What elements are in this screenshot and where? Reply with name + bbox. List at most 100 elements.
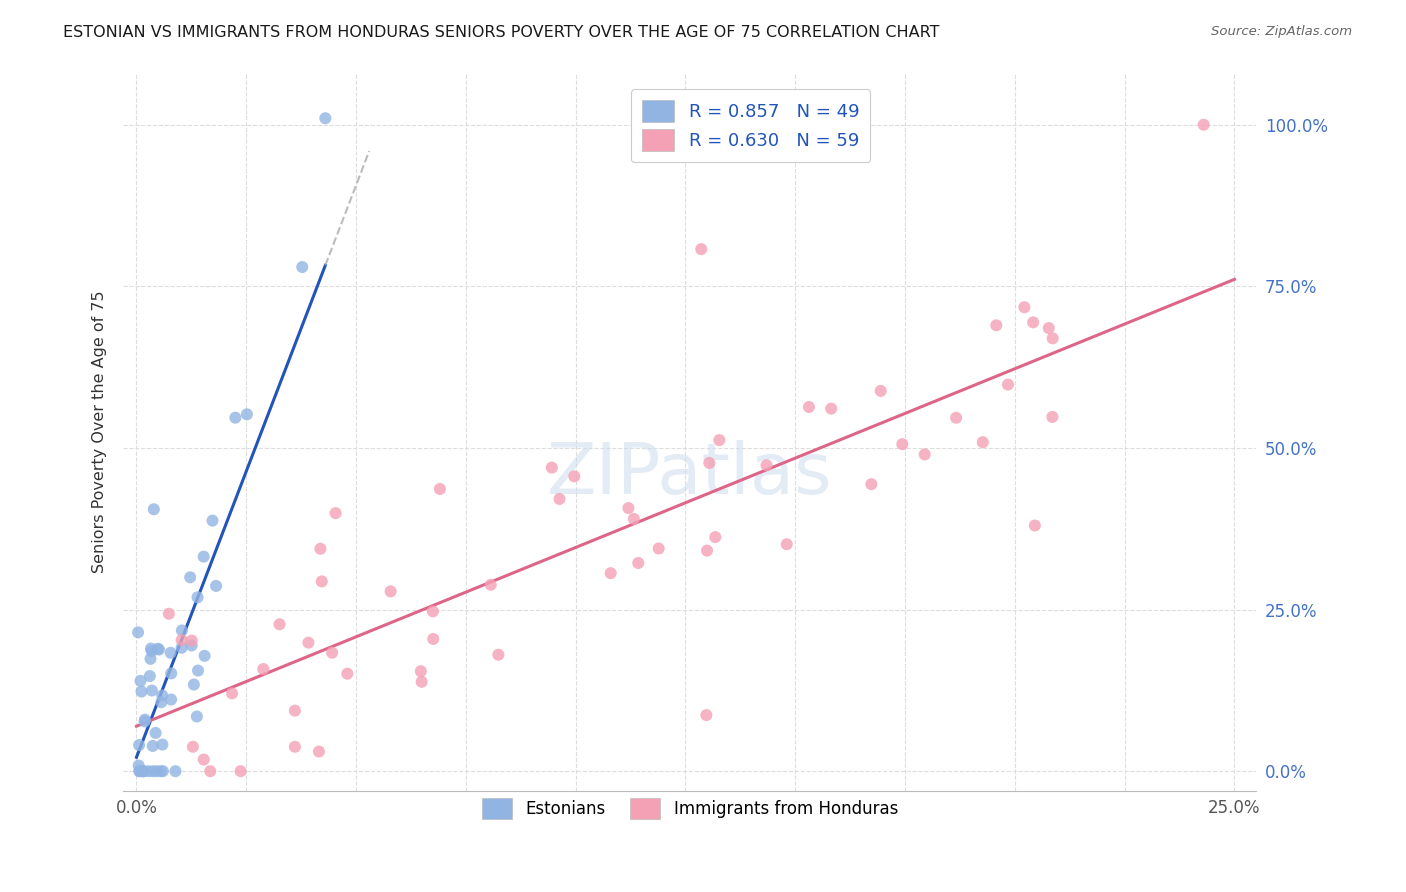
Point	[229, 764, 252, 779]
Point	[599, 566, 621, 581]
Point	[945, 410, 967, 425]
Point	[820, 401, 842, 416]
Text: Source: ZipAtlas.com: Source: ZipAtlas.com	[1212, 25, 1353, 38]
Point	[224, 410, 246, 425]
Point	[540, 460, 562, 475]
Point	[152, 764, 174, 779]
Point	[150, 695, 173, 709]
Point	[145, 764, 167, 779]
Text: ESTONIAN VS IMMIGRANTS FROM HONDURAS SENIORS POVERTY OVER THE AGE OF 75 CORRELAT: ESTONIAN VS IMMIGRANTS FROM HONDURAS SEN…	[63, 25, 939, 40]
Point	[170, 624, 193, 638]
Point	[429, 482, 451, 496]
Point	[142, 502, 165, 516]
Point	[159, 646, 181, 660]
Point	[325, 506, 347, 520]
Point	[127, 625, 149, 640]
Point	[145, 726, 167, 740]
Point	[142, 739, 165, 753]
Point	[187, 591, 209, 605]
Point	[165, 764, 187, 779]
Point	[704, 530, 727, 544]
Point	[1042, 409, 1064, 424]
Point	[132, 764, 155, 779]
Point	[179, 570, 201, 584]
Point	[1014, 300, 1036, 314]
Point	[201, 514, 224, 528]
Point	[695, 708, 717, 723]
Point	[869, 384, 891, 398]
Point	[186, 709, 208, 723]
Point	[128, 758, 150, 772]
Point	[139, 669, 162, 683]
Point	[422, 632, 444, 646]
Point	[131, 684, 153, 698]
Point	[284, 739, 307, 754]
Point	[309, 541, 332, 556]
Point	[409, 664, 432, 678]
Point	[139, 652, 162, 666]
Point	[623, 512, 645, 526]
Point	[157, 607, 180, 621]
Point	[269, 617, 291, 632]
Point	[1022, 315, 1045, 329]
Point	[132, 764, 155, 779]
Point	[291, 260, 314, 274]
Point	[627, 556, 650, 570]
Point	[194, 648, 217, 663]
Point	[129, 673, 152, 688]
Point	[150, 689, 173, 703]
Point	[709, 433, 731, 447]
Point	[149, 764, 172, 779]
Point	[141, 644, 163, 658]
Point	[562, 469, 585, 483]
Point	[1024, 518, 1046, 533]
Point	[170, 640, 193, 655]
Point	[134, 713, 156, 727]
Point	[647, 541, 669, 556]
Point	[696, 543, 718, 558]
Point	[139, 641, 162, 656]
Point	[986, 318, 1008, 333]
Point	[914, 447, 936, 461]
Point	[134, 714, 156, 729]
Point	[200, 764, 222, 779]
Point	[617, 501, 640, 516]
Point	[205, 579, 228, 593]
Point	[1042, 331, 1064, 345]
Point	[128, 764, 150, 779]
Point	[146, 641, 169, 656]
Point	[311, 574, 333, 589]
Point	[193, 549, 215, 564]
Point	[148, 642, 170, 657]
Point	[297, 635, 319, 649]
Point	[997, 377, 1019, 392]
Point	[141, 683, 163, 698]
Point	[236, 407, 259, 421]
Point	[150, 738, 173, 752]
Legend: Estonians, Immigrants from Honduras: Estonians, Immigrants from Honduras	[475, 792, 904, 825]
Point	[548, 491, 571, 506]
Point	[1192, 118, 1215, 132]
Point	[1038, 321, 1060, 335]
Point	[181, 739, 204, 754]
Point	[180, 639, 202, 653]
Point	[972, 435, 994, 450]
Point	[422, 604, 444, 618]
Point	[776, 537, 799, 551]
Point	[690, 242, 713, 256]
Point	[170, 633, 193, 648]
Point	[860, 477, 883, 491]
Point	[308, 745, 330, 759]
Point	[142, 764, 165, 779]
Point	[221, 686, 243, 700]
Point	[891, 437, 914, 451]
Point	[411, 674, 433, 689]
Point	[187, 664, 209, 678]
Point	[755, 458, 778, 473]
Point	[160, 666, 183, 681]
Point	[380, 584, 402, 599]
Point	[128, 764, 150, 779]
Point	[128, 738, 150, 752]
Point	[486, 648, 509, 662]
Point	[284, 704, 307, 718]
